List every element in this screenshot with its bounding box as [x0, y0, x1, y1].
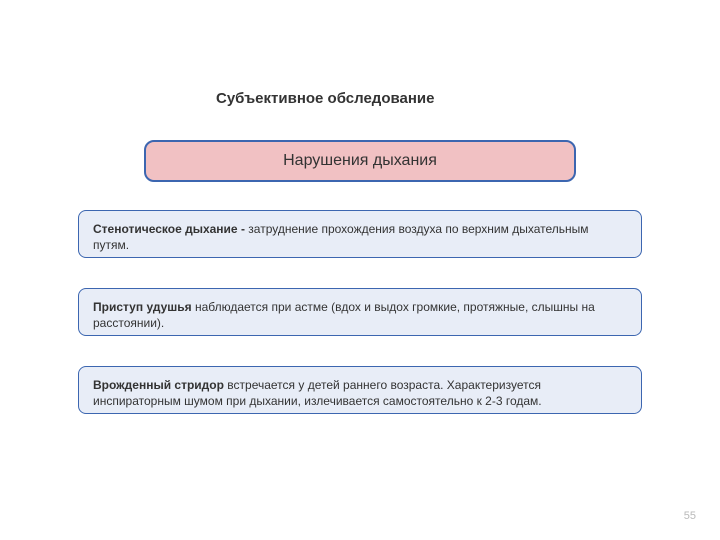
main-box: Нарушения дыхания [144, 140, 576, 182]
info-box-2-bold: Приступ удушья [93, 300, 195, 314]
main-box-text: Нарушения дыхания [283, 152, 437, 170]
page-number: 55 [684, 510, 696, 522]
info-box-1: Стенотическое дыхание - затруднение прох… [78, 210, 642, 258]
slide-title: Субъективное обследование [216, 90, 434, 107]
slide: Субъективное обследование Нарушения дыха… [0, 0, 720, 540]
info-box-2: Приступ удушья наблюдается при астме (вд… [78, 288, 642, 336]
info-box-3: Врожденный стридор встречается у детей р… [78, 366, 642, 414]
info-box-1-bold: Стенотическое дыхание - [93, 222, 248, 236]
info-box-3-bold: Врожденный стридор [93, 378, 227, 392]
